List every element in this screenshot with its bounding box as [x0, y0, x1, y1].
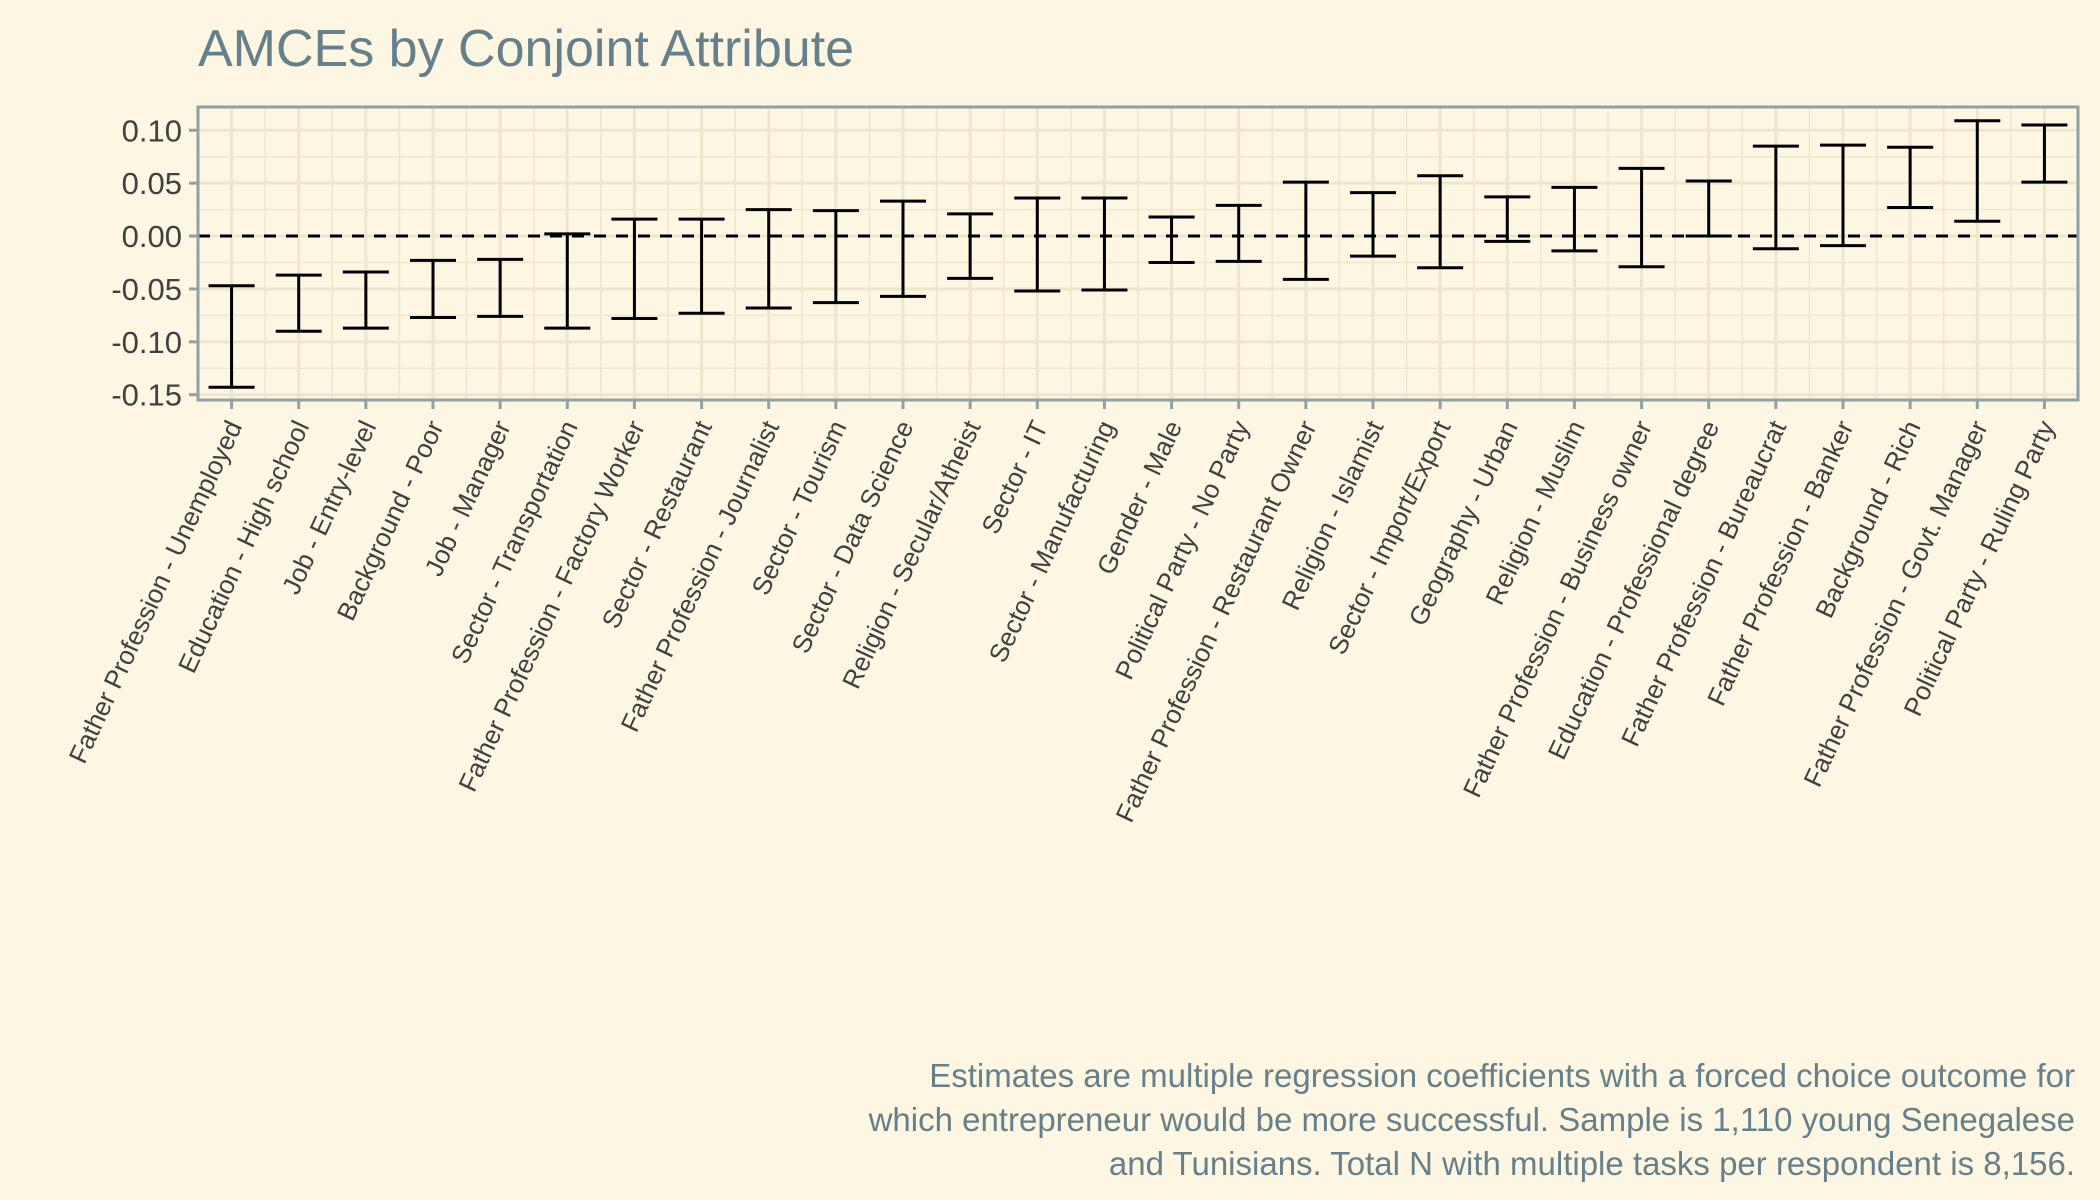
- error-bar: [1618, 166, 1665, 269]
- error-bar: [611, 217, 658, 321]
- grid: [198, 107, 2078, 400]
- x-axis: Father Profession - UnemployedEducation …: [63, 400, 2061, 827]
- error-bar: [1887, 145, 1934, 209]
- y-tick-label: -0.05: [111, 272, 182, 307]
- error-bar: [1820, 143, 1866, 248]
- y-tick-label: 0.10: [122, 113, 182, 148]
- x-tick-label: Sector - Data Science: [785, 416, 919, 658]
- error-bar: [208, 284, 255, 389]
- error-bar: [1954, 119, 2001, 223]
- error-bar: [678, 217, 725, 315]
- error-bar: [1282, 180, 1329, 281]
- error-bar: [410, 258, 456, 319]
- error-bar: [342, 270, 389, 330]
- error-bar: [947, 212, 994, 280]
- error-bar: [275, 273, 322, 333]
- error-bar: [1752, 144, 1799, 251]
- x-tick-label: Sector - Transportation: [445, 416, 584, 668]
- error-bar: [745, 208, 792, 310]
- error-bar: [1215, 203, 1262, 263]
- error-bar: [1081, 196, 1128, 292]
- error-bar: [812, 209, 859, 305]
- error-bar: [2021, 123, 2068, 184]
- chart-title: AMCEs by Conjoint Attribute: [198, 20, 854, 78]
- caption-line-3: and Tunisians. Total N with multiple tas…: [1109, 1145, 2075, 1182]
- error-bar: [1551, 185, 1598, 253]
- error-bar: [1350, 191, 1396, 258]
- error-bar: [1484, 195, 1531, 243]
- error-bar: [1417, 174, 1464, 270]
- x-tick-label: Sector - Manufacturing: [983, 416, 1121, 667]
- error-bar: [880, 199, 926, 298]
- error-bar: [1148, 215, 1195, 264]
- y-tick-label: -0.10: [111, 325, 182, 360]
- y-tick-label: 0.00: [122, 219, 182, 254]
- panel-border: [196, 105, 2080, 402]
- y-tick-label: -0.15: [111, 378, 182, 413]
- caption-line-2: which entrepreneur would be more success…: [868, 1101, 2075, 1138]
- y-tick-label: 0.05: [122, 166, 182, 201]
- error-bar: [1685, 179, 1732, 238]
- error-bar: [1014, 196, 1061, 293]
- y-axis: 0.10 0.05 0.00 -0.05 -0.10 -0.15: [111, 113, 198, 413]
- x-tick-label: Sector - IT: [975, 416, 1054, 539]
- x-tick-label: Sector - Import/Export: [1322, 415, 1457, 659]
- error-bars: [208, 119, 2068, 389]
- error-bar: [544, 232, 591, 330]
- caption-line-1: Estimates are multiple regression coeffi…: [929, 1057, 2075, 1094]
- error-bar: [477, 257, 524, 318]
